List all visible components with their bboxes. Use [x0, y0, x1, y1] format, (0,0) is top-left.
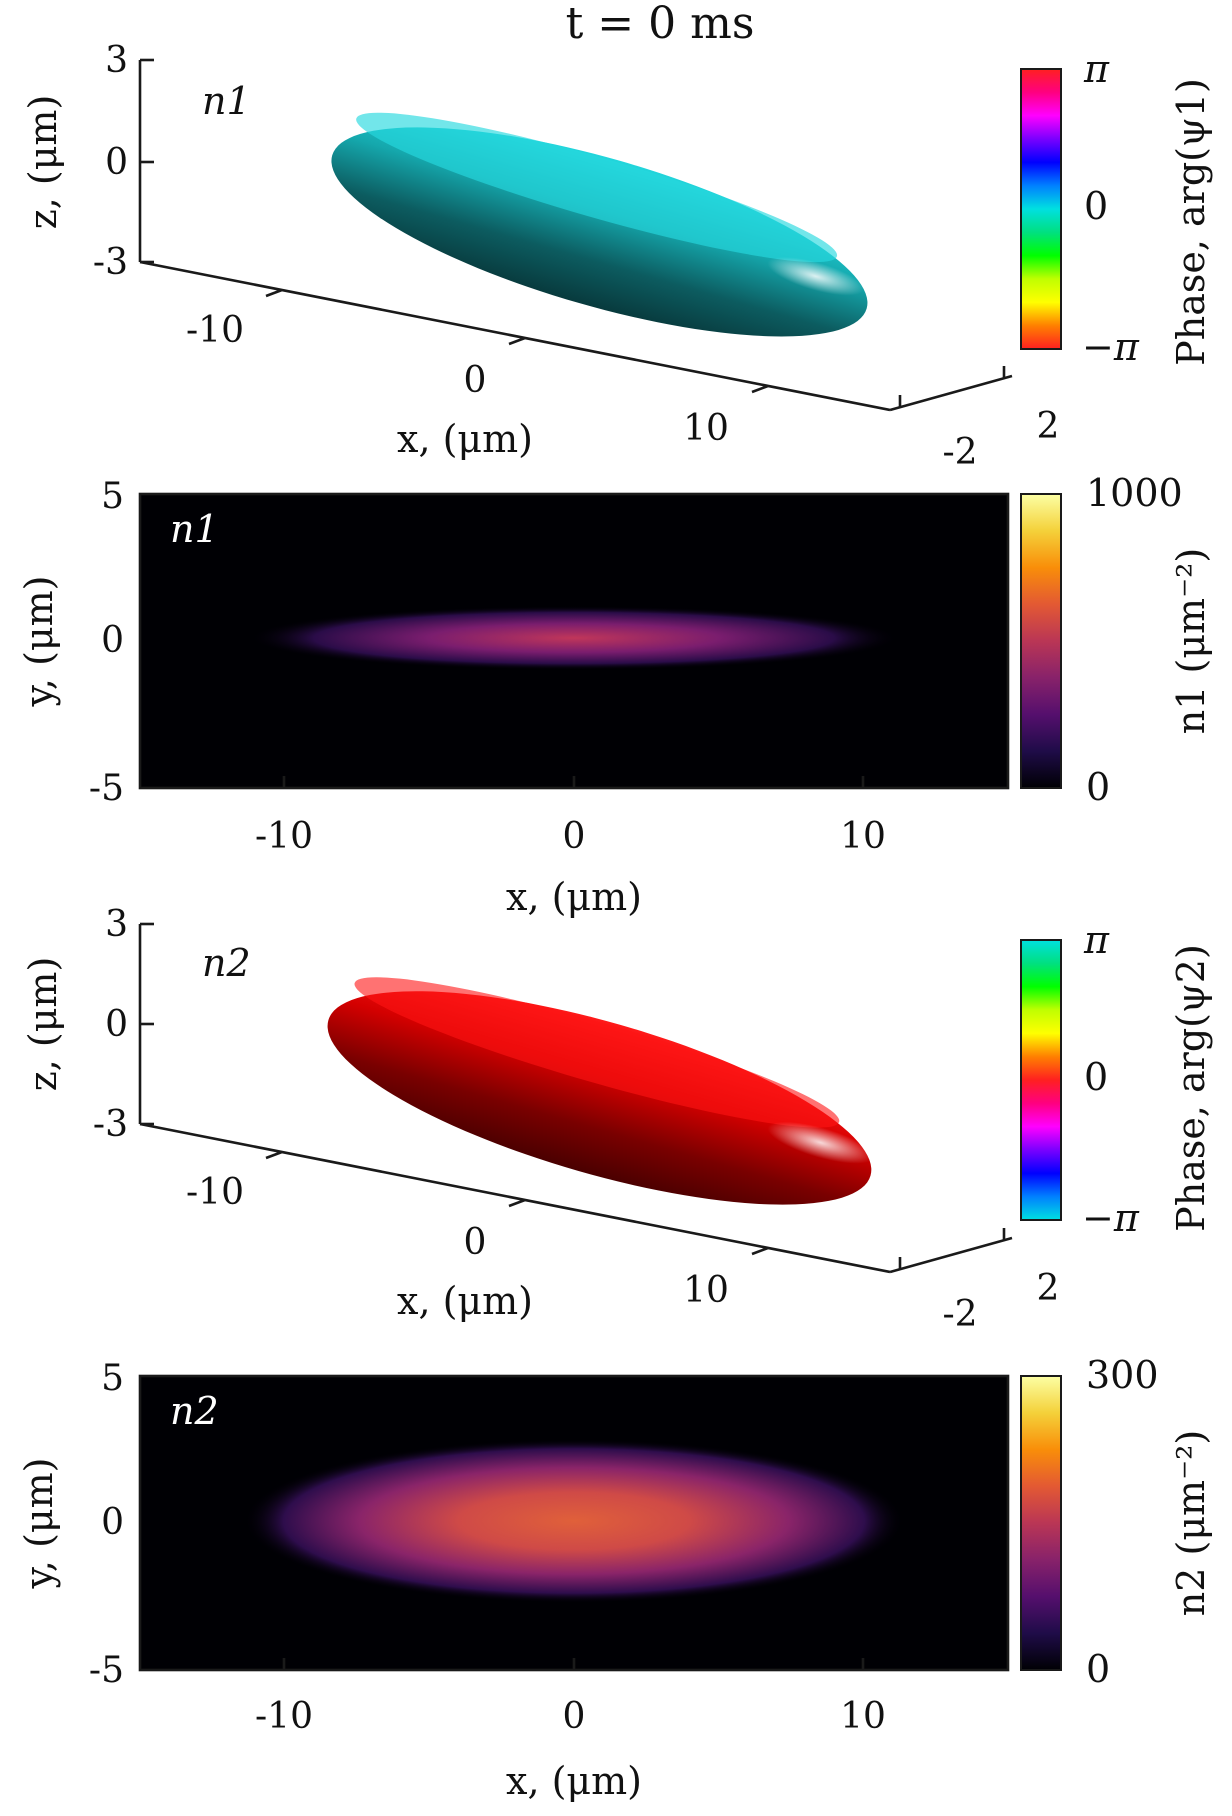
- panel-3d-n2: 3 0 -3 z, (μm) -10 0 10 x, (μm) -2 2 n2 …: [21, 904, 1213, 1335]
- isosurface-body: [327, 991, 872, 1205]
- x-axis-label: x, (μm): [397, 1279, 533, 1323]
- panel-label: n2: [170, 1389, 219, 1433]
- x-tick-label: 0: [464, 360, 487, 401]
- x-axis-label: x, (μm): [506, 875, 642, 919]
- colorbar-label: n2 (μm⁻²): [1169, 1430, 1213, 1616]
- isosurface-top-highlight: [356, 112, 838, 263]
- colorbar-tick-label: 1000: [1086, 471, 1183, 515]
- panel-heatmap-n2: n2 -10 0 10 x, (μm) 5 0 -5 y, (μm) 300 0…: [17, 1353, 1213, 1803]
- isosurface-top-highlight: [354, 977, 840, 1128]
- colorbar-tick-label: 0: [1084, 184, 1108, 228]
- panel-label: n1: [202, 79, 251, 123]
- z-tick-label: 3: [105, 40, 128, 81]
- x-tick: [751, 384, 769, 394]
- isosurface-specular: [767, 1121, 874, 1164]
- colorbar-phase-1: [1020, 68, 1062, 350]
- x-tick-label: 10: [683, 408, 729, 449]
- isosurface-specular: [767, 256, 864, 296]
- colorbar-density-2: [1020, 1375, 1062, 1671]
- x-tick-label: 0: [563, 1696, 586, 1737]
- colorbar-tick-label: 0: [1086, 765, 1110, 809]
- y-tick-label: -2: [942, 1294, 977, 1335]
- density-cloud-n2: [244, 1439, 904, 1603]
- x-tick-label: 0: [464, 1222, 487, 1263]
- z-tick-label: 0: [105, 1004, 128, 1045]
- colorbar-tick-label: −π: [1082, 1196, 1140, 1240]
- panel-heatmap-n1: n1 -10 0 10 x, (μm) 5 0 -5 y, (μm) 1000 …: [17, 471, 1213, 919]
- y-tick-label: 2: [1037, 406, 1060, 447]
- y-tick-label: 2: [1037, 1268, 1060, 1309]
- colorbar-phase-2: [1020, 939, 1062, 1221]
- x-tick-label: 0: [563, 816, 586, 857]
- colorbar-label: Phase, arg(ψ2): [1169, 944, 1213, 1232]
- y-tick-label: 0: [101, 1502, 124, 1543]
- y-axis-label: y, (μm): [17, 1458, 61, 1590]
- y-tick-label: -5: [89, 1650, 124, 1691]
- panel-label: n2: [202, 941, 251, 985]
- x-axis-line: [139, 260, 891, 412]
- x-tick: [751, 1246, 769, 1256]
- colorbar-tick-label: 300: [1086, 1353, 1159, 1397]
- y-tick-label: -5: [89, 768, 124, 809]
- y-tick-label: 5: [101, 476, 124, 517]
- colorbar-tick-label: π: [1083, 918, 1110, 962]
- x-tick-label: -10: [186, 1172, 244, 1213]
- panel-label: n1: [170, 507, 219, 551]
- z-axis-label: z, (μm): [21, 95, 65, 230]
- colorbar-label: n1 (μm⁻²): [1169, 548, 1213, 734]
- colorbar-tick-label: −π: [1082, 325, 1140, 369]
- x-tick-label: 10: [840, 816, 886, 857]
- isosurface-n1: [331, 112, 868, 337]
- y-tick-label: 5: [101, 1358, 124, 1399]
- colorbar-tick-label: 0: [1086, 1647, 1110, 1691]
- y-axis-line: [889, 1236, 1013, 1274]
- x-tick-label: 10: [683, 1270, 729, 1311]
- isosurface-n2: [327, 977, 874, 1205]
- z-tick-label: -3: [93, 1104, 128, 1145]
- density-cloud-n1: [249, 606, 899, 670]
- x-tick-label: 10: [840, 1696, 886, 1737]
- colorbar-density-1: [1020, 493, 1062, 789]
- x-tick-label: -10: [255, 816, 313, 857]
- z-axis-label: z, (μm): [21, 957, 65, 1092]
- panel-3d-n1: 3 0 -3 z, (μm) -10 0 10 x, (μm) -2 2 n1 …: [21, 40, 1213, 473]
- x-tick-label: -10: [186, 310, 244, 351]
- z-tick-label: 0: [105, 142, 128, 183]
- x-tick: [508, 1198, 526, 1208]
- colorbar-tick-label: π: [1083, 47, 1110, 91]
- y-tick-label: -2: [942, 432, 977, 473]
- figure-title: t = 0 ms: [566, 0, 755, 49]
- y-axis-line: [889, 374, 1013, 412]
- x-tick: [508, 336, 526, 346]
- x-axis-label: x, (μm): [397, 417, 533, 461]
- y-tick-label: 0: [101, 620, 124, 661]
- z-tick-label: 3: [105, 904, 128, 945]
- colorbar-tick-label: 0: [1084, 1055, 1108, 1099]
- x-axis-line: [139, 1122, 891, 1274]
- isosurface-body: [331, 127, 868, 337]
- x-tick-label: -10: [255, 1696, 313, 1737]
- x-axis-label: x, (μm): [506, 1759, 642, 1803]
- x-tick: [265, 288, 283, 298]
- x-tick: [265, 1150, 283, 1160]
- colorbar-label: Phase, arg(ψ1): [1169, 78, 1213, 366]
- z-tick-label: -3: [93, 242, 128, 283]
- y-axis-label: y, (μm): [17, 576, 61, 708]
